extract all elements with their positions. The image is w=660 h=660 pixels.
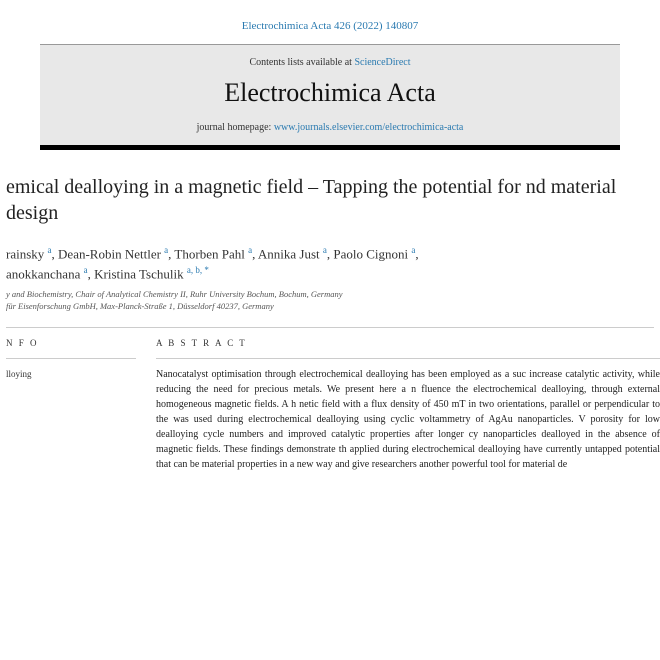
divider — [156, 358, 660, 359]
homepage-line: journal homepage: www.journals.elsevier.… — [40, 122, 620, 133]
journal-title: Electrochimica Acta — [40, 78, 620, 108]
abstract-text: Nanocatalyst optimisation through electr… — [156, 367, 660, 472]
affiliation-line: y and Biochemistry, Chair of Analytical … — [6, 289, 660, 301]
keyword: lloying — [6, 369, 156, 379]
author-name: , Paolo Cignoni — [327, 246, 412, 261]
sciencedirect-link[interactable]: ScienceDirect — [354, 57, 410, 68]
contents-prefix: Contents lists available at — [249, 57, 354, 68]
author-name: , Thorben Pahl — [168, 246, 248, 261]
homepage-link[interactable]: www.journals.elsevier.com/electrochimica… — [274, 122, 464, 133]
author-name: , Dean-Robin Nettler — [52, 246, 165, 261]
article-info-head: N F O — [6, 338, 156, 348]
divider — [6, 327, 654, 328]
divider — [6, 358, 136, 359]
author-name: anokkanchana — [6, 266, 84, 281]
author-name: , Kristina Tschulik — [88, 266, 187, 281]
affil-sup: a — [411, 245, 415, 255]
authors: rainsky a, Dean-Robin Nettler a, Thorben… — [0, 244, 660, 283]
abstract-head: A B S T R A C T — [156, 338, 660, 348]
affil-sup: a, b, * — [187, 265, 209, 275]
contents-line: Contents lists available at ScienceDirec… — [40, 57, 620, 68]
citation: Electrochimica Acta 426 (2022) 140807 — [0, 20, 660, 32]
journal-header: Contents lists available at ScienceDirec… — [40, 44, 620, 145]
divider-bar — [40, 145, 620, 150]
affiliation-line: für Eisenforschung GmbH, Max-Planck-Stra… — [6, 301, 660, 313]
affiliations: y and Biochemistry, Chair of Analytical … — [0, 289, 660, 313]
author-name: , Annika Just — [252, 246, 323, 261]
homepage-prefix: journal homepage: — [197, 122, 274, 133]
article-title: emical dealloying in a magnetic field – … — [0, 174, 660, 226]
author-name: rainsky — [6, 246, 48, 261]
